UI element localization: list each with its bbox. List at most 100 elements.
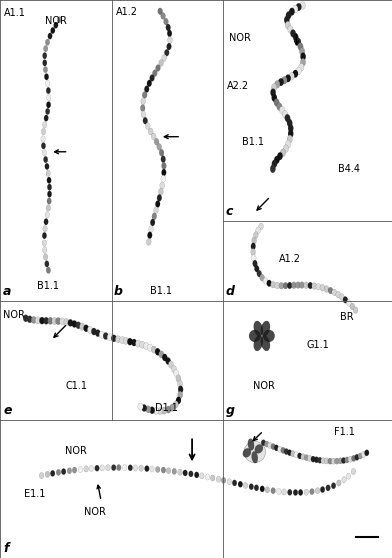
Ellipse shape: [50, 470, 55, 477]
Ellipse shape: [151, 346, 156, 353]
Text: NOR: NOR: [229, 33, 250, 43]
Ellipse shape: [253, 232, 258, 239]
Ellipse shape: [45, 472, 50, 478]
Ellipse shape: [283, 282, 288, 289]
Ellipse shape: [290, 30, 296, 37]
Ellipse shape: [173, 401, 178, 408]
Ellipse shape: [140, 341, 145, 348]
Ellipse shape: [155, 348, 160, 355]
Ellipse shape: [44, 317, 49, 324]
Ellipse shape: [285, 75, 291, 82]
Ellipse shape: [162, 54, 167, 61]
Ellipse shape: [299, 282, 304, 288]
Ellipse shape: [256, 227, 261, 234]
Ellipse shape: [143, 343, 149, 350]
Text: f: f: [3, 542, 9, 555]
Ellipse shape: [48, 318, 53, 324]
Ellipse shape: [103, 333, 109, 340]
Ellipse shape: [352, 455, 356, 461]
Ellipse shape: [216, 476, 221, 482]
Ellipse shape: [167, 43, 171, 50]
Ellipse shape: [274, 80, 280, 88]
Ellipse shape: [172, 468, 176, 474]
Ellipse shape: [320, 285, 325, 291]
Ellipse shape: [243, 482, 248, 488]
Ellipse shape: [84, 466, 89, 472]
Ellipse shape: [341, 458, 346, 464]
Ellipse shape: [45, 108, 50, 114]
Ellipse shape: [300, 52, 306, 61]
Ellipse shape: [324, 458, 329, 464]
Ellipse shape: [83, 325, 89, 332]
Ellipse shape: [31, 316, 36, 324]
Ellipse shape: [87, 326, 93, 334]
Ellipse shape: [72, 467, 77, 473]
Ellipse shape: [287, 450, 292, 456]
Ellipse shape: [161, 12, 165, 20]
Ellipse shape: [159, 60, 163, 66]
Ellipse shape: [139, 465, 143, 472]
Ellipse shape: [35, 317, 40, 324]
Ellipse shape: [45, 39, 50, 45]
Ellipse shape: [311, 456, 316, 462]
Ellipse shape: [167, 30, 172, 37]
Ellipse shape: [120, 336, 125, 344]
Ellipse shape: [254, 265, 259, 272]
Ellipse shape: [154, 407, 159, 415]
Ellipse shape: [205, 474, 210, 480]
Ellipse shape: [46, 102, 51, 108]
Ellipse shape: [165, 357, 171, 365]
Ellipse shape: [343, 296, 348, 303]
Ellipse shape: [45, 261, 49, 267]
Ellipse shape: [320, 487, 325, 493]
Ellipse shape: [347, 300, 351, 306]
Ellipse shape: [288, 129, 293, 138]
Ellipse shape: [315, 488, 320, 494]
Text: A1.2: A1.2: [116, 7, 138, 17]
Ellipse shape: [310, 488, 314, 494]
Ellipse shape: [72, 320, 77, 328]
Ellipse shape: [270, 89, 276, 97]
Ellipse shape: [298, 489, 303, 496]
Ellipse shape: [252, 237, 256, 244]
Text: b: b: [114, 285, 123, 298]
Ellipse shape: [43, 247, 47, 253]
Text: BR: BR: [340, 312, 354, 322]
Ellipse shape: [339, 294, 344, 300]
Ellipse shape: [277, 103, 282, 110]
Ellipse shape: [285, 21, 290, 29]
Text: B1.1: B1.1: [150, 286, 172, 296]
Ellipse shape: [238, 481, 243, 487]
Ellipse shape: [232, 480, 237, 486]
Text: F1.1: F1.1: [334, 427, 355, 437]
Ellipse shape: [161, 467, 166, 473]
Text: D1.1: D1.1: [155, 403, 178, 413]
Ellipse shape: [159, 351, 164, 358]
Ellipse shape: [292, 5, 298, 13]
Ellipse shape: [42, 150, 47, 156]
Ellipse shape: [271, 444, 276, 450]
Ellipse shape: [351, 468, 356, 475]
Ellipse shape: [145, 123, 150, 129]
Ellipse shape: [163, 18, 168, 25]
Ellipse shape: [144, 85, 149, 93]
Ellipse shape: [68, 319, 73, 326]
Ellipse shape: [143, 117, 148, 124]
Ellipse shape: [150, 219, 155, 226]
Ellipse shape: [127, 338, 132, 345]
Ellipse shape: [147, 238, 151, 246]
Ellipse shape: [291, 282, 296, 288]
Ellipse shape: [151, 133, 156, 140]
Text: a: a: [3, 285, 11, 298]
Ellipse shape: [365, 450, 369, 456]
Ellipse shape: [42, 232, 47, 239]
Ellipse shape: [358, 453, 363, 459]
Ellipse shape: [56, 318, 61, 325]
Ellipse shape: [178, 469, 182, 475]
Ellipse shape: [162, 354, 167, 361]
Ellipse shape: [328, 458, 332, 464]
Ellipse shape: [337, 480, 341, 486]
Ellipse shape: [64, 319, 69, 326]
Ellipse shape: [43, 66, 47, 73]
Text: d: d: [225, 285, 234, 298]
